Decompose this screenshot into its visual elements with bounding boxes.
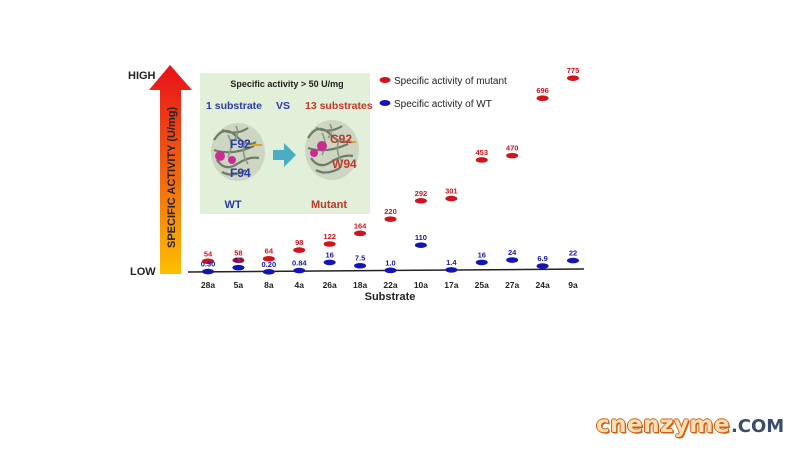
legend-label-wt: Specific activity of WT: [394, 99, 492, 110]
x-tick-label: 27a: [505, 280, 519, 290]
legend-label-mutant: Specific activity of mutant: [394, 76, 507, 87]
legend-marker-wt: [379, 100, 391, 106]
site-watermark: cnenzyme.COM: [596, 412, 784, 442]
data-label-mutant: 470: [506, 144, 519, 153]
data-point-wt: [354, 262, 367, 269]
data-point-wt: [202, 268, 214, 275]
x-tick-label: 4a: [295, 280, 305, 290]
data-point-mutant: [384, 216, 397, 222]
data-label-mutant: 775: [567, 66, 580, 75]
data-point-wt: [232, 264, 245, 271]
data-label-mutant: 453: [475, 148, 488, 157]
chart-marks: 28a 5a 8a 4a 26a 18a 22a 10a 17a 25a 27a 24a 9a 54 58 6…: [201, 66, 580, 290]
data-point-wt: [414, 242, 427, 249]
data-point-wt: [475, 259, 488, 266]
data-label-mutant: 696: [536, 86, 549, 95]
data-label-mutant: 220: [384, 207, 397, 216]
data-label-wt: 0.30: [201, 260, 216, 269]
data-label-mutant: 301: [445, 187, 458, 196]
x-tick-label: 9a: [568, 280, 578, 290]
data-label-mutant: 64: [265, 247, 274, 256]
data-point-mutant: [475, 157, 488, 163]
data-point-wt: [323, 259, 336, 266]
data-point-mutant: [323, 241, 336, 247]
inset-vs-text: VS: [276, 100, 290, 112]
x-tick-label: 5a: [234, 280, 244, 290]
data-label-wt: 1.0: [385, 258, 395, 267]
data-label-wt: 16: [325, 250, 333, 259]
data-label-wt: 4.1: [233, 256, 243, 265]
x-tick-label: 17a: [444, 280, 458, 290]
data-point-wt: [384, 267, 397, 274]
data-label-mutant: 58: [234, 248, 242, 257]
watermark-main-text: cnenzyme: [596, 412, 730, 438]
data-label-wt: 0.20: [262, 260, 277, 269]
data-label-wt: 24: [508, 248, 517, 257]
chart-legend: Specific activity of mutant Specific act…: [379, 76, 507, 110]
data-label-mutant: 164: [354, 221, 367, 230]
data-point-wt: [445, 267, 458, 273]
data-point-wt: [293, 267, 306, 274]
data-point-mutant: [262, 255, 275, 262]
data-point-wt: [506, 257, 519, 263]
inset-right-text: 13 substrates: [305, 100, 373, 112]
data-point-mutant: [414, 198, 427, 204]
data-point-wt: [567, 257, 579, 264]
y-axis-low-label: LOW: [130, 266, 156, 278]
data-point-mutant: [567, 75, 579, 81]
x-tick-label: 8a: [264, 280, 274, 290]
data-point-wt: [536, 263, 549, 269]
data-label-wt: 1.4: [446, 258, 457, 267]
x-tick-label: 28a: [201, 280, 215, 290]
x-tick-label: 10a: [414, 280, 428, 290]
wt-residue-1: F92: [230, 137, 251, 151]
x-tick-label: 25a: [475, 280, 489, 290]
mutant-residue-1: C92: [330, 132, 352, 146]
data-point-mutant: [445, 195, 458, 202]
data-point-mutant: [506, 152, 519, 159]
mutant-residue-2: W94: [332, 157, 357, 171]
wt-residue-2: F94: [230, 166, 251, 180]
data-point-mutant: [232, 257, 245, 264]
data-label-mutant: 98: [295, 238, 303, 247]
data-label-wt: 22: [569, 249, 577, 258]
data-label-wt: 7.5: [355, 254, 365, 263]
inset-transform-arrow: [273, 143, 296, 167]
wt-protein-image: [211, 123, 265, 181]
data-label-wt: 16: [478, 250, 486, 259]
x-axis-label: Substrate: [365, 291, 416, 303]
data-point-mutant: [536, 95, 549, 102]
y-axis-high-label: HIGH: [128, 70, 156, 82]
inset-header: Specific activity > 50 U/mg: [230, 79, 343, 89]
data-label-wt: 110: [415, 233, 427, 242]
data-label-wt: 6.9: [537, 254, 547, 263]
inset-mutant-caption: Mutant: [311, 199, 347, 211]
data-point-mutant: [293, 247, 306, 253]
data-label-mutant: 122: [323, 232, 336, 241]
x-tick-label: 18a: [353, 280, 367, 290]
y-axis-label: SPECIFIC ACTIVITY (U/mg): [166, 106, 178, 248]
data-label-mutant: 292: [415, 189, 428, 198]
data-label-wt: 0.84: [292, 259, 307, 268]
inset-left-text: 1 substrate: [206, 100, 262, 112]
x-tick-label: 22a: [383, 280, 397, 290]
legend-marker-mutant: [379, 77, 391, 83]
y-axis-arrow: [149, 65, 192, 274]
data-point-mutant: [202, 258, 214, 265]
data-point-wt: [262, 269, 275, 275]
x-tick-label: 26a: [323, 280, 337, 290]
x-tick-label: 24a: [535, 280, 549, 290]
watermark-tld-text: .COM: [730, 416, 785, 437]
data-label-mutant: 54: [204, 249, 213, 258]
mutant-protein-image: [305, 120, 359, 180]
data-point-mutant: [354, 230, 367, 237]
inset-wt-caption: WT: [224, 199, 241, 211]
inset-panel: Specific activity > 50 U/mg 1 substrate …: [200, 73, 373, 214]
